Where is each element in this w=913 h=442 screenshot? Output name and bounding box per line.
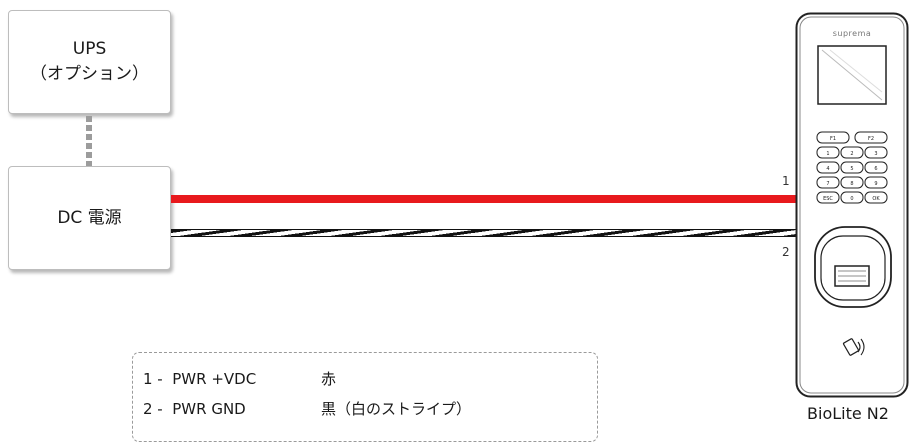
keypad-key-label: 2 [850, 151, 853, 157]
biolite-n2-device: suprema F1 F2 1 2 3 4 5 6 7 8 9 ESC 0 OK [795, 12, 909, 398]
keypad-key: 4 [816, 161, 840, 174]
wire-pwr-gnd-black [171, 229, 798, 237]
keypad-key: 0 [840, 191, 864, 204]
ups-link-dotted-line [86, 116, 92, 166]
keypad-key: OK [864, 191, 888, 204]
keypad-key-label: 9 [874, 181, 877, 187]
keypad-key: 3 [864, 146, 888, 159]
device-name: BioLite N2 [807, 404, 889, 423]
keypad-key: 9 [864, 176, 888, 189]
wire-pwr-vdc-red [171, 195, 798, 203]
keypad-key: 8 [840, 176, 864, 189]
ups-box: UPS （オプション） [8, 10, 171, 114]
keypad-key: 2 [840, 146, 864, 159]
keypad-key: 6 [864, 161, 888, 174]
keypad-key-label: 3 [874, 151, 877, 157]
keypad-key: F1 [816, 131, 850, 144]
keypad-key: 5 [840, 161, 864, 174]
fingerprint-sensor [814, 226, 892, 308]
keypad-key-label: 7 [826, 181, 829, 187]
keypad-key: 7 [816, 176, 840, 189]
keypad-key: F2 [854, 131, 888, 144]
keypad-key: 1 [816, 146, 840, 159]
keypad-key-label: F1 [830, 136, 836, 142]
dc-power-box: DC 電源 [8, 166, 171, 270]
keypad-key-label: 0 [850, 196, 853, 202]
keypad-key-label: OK [872, 196, 880, 202]
pin-2-label: 2 [782, 245, 790, 259]
dc-power-label: DC 電源 [57, 207, 122, 228]
legend-pin-1: 1 - PWR +VDC [143, 370, 257, 388]
legend-row-pwr-vdc: 1 - PWR +VDC 赤 [143, 368, 336, 389]
keypad-key: ESC [816, 191, 840, 204]
legend-color-1: 赤 [321, 370, 337, 388]
keypad-key-label: F2 [868, 136, 874, 142]
legend-row-pwr-gnd: 2 - PWR GND 黒（白のストライプ） [143, 398, 471, 419]
keypad-key-label: 4 [826, 166, 829, 172]
keypad-key-label: 1 [826, 151, 829, 157]
ups-title: UPS [72, 39, 107, 60]
keypad-key-label: 6 [874, 166, 877, 172]
wiring-legend: 1 - PWR +VDC 赤 2 - PWR GND 黒（白のストライプ） [132, 352, 598, 442]
legend-color-2: 黒（白のストライプ） [321, 400, 472, 418]
keypad-key-label: 5 [850, 166, 853, 172]
lcd-screen [817, 45, 887, 105]
legend-pin-2: 2 - PWR GND [143, 400, 246, 418]
keypad-key-label: 8 [850, 181, 853, 187]
brand-logo: suprema [833, 29, 872, 38]
rf-card-icon [842, 338, 865, 356]
keypad: F1 F2 1 2 3 4 5 6 7 8 9 ESC 0 OK [816, 131, 888, 204]
keypad-key-label: ESC [823, 196, 833, 202]
ups-option-label: （オプション） [30, 64, 149, 84]
pin-1-label: 1 [782, 174, 790, 188]
